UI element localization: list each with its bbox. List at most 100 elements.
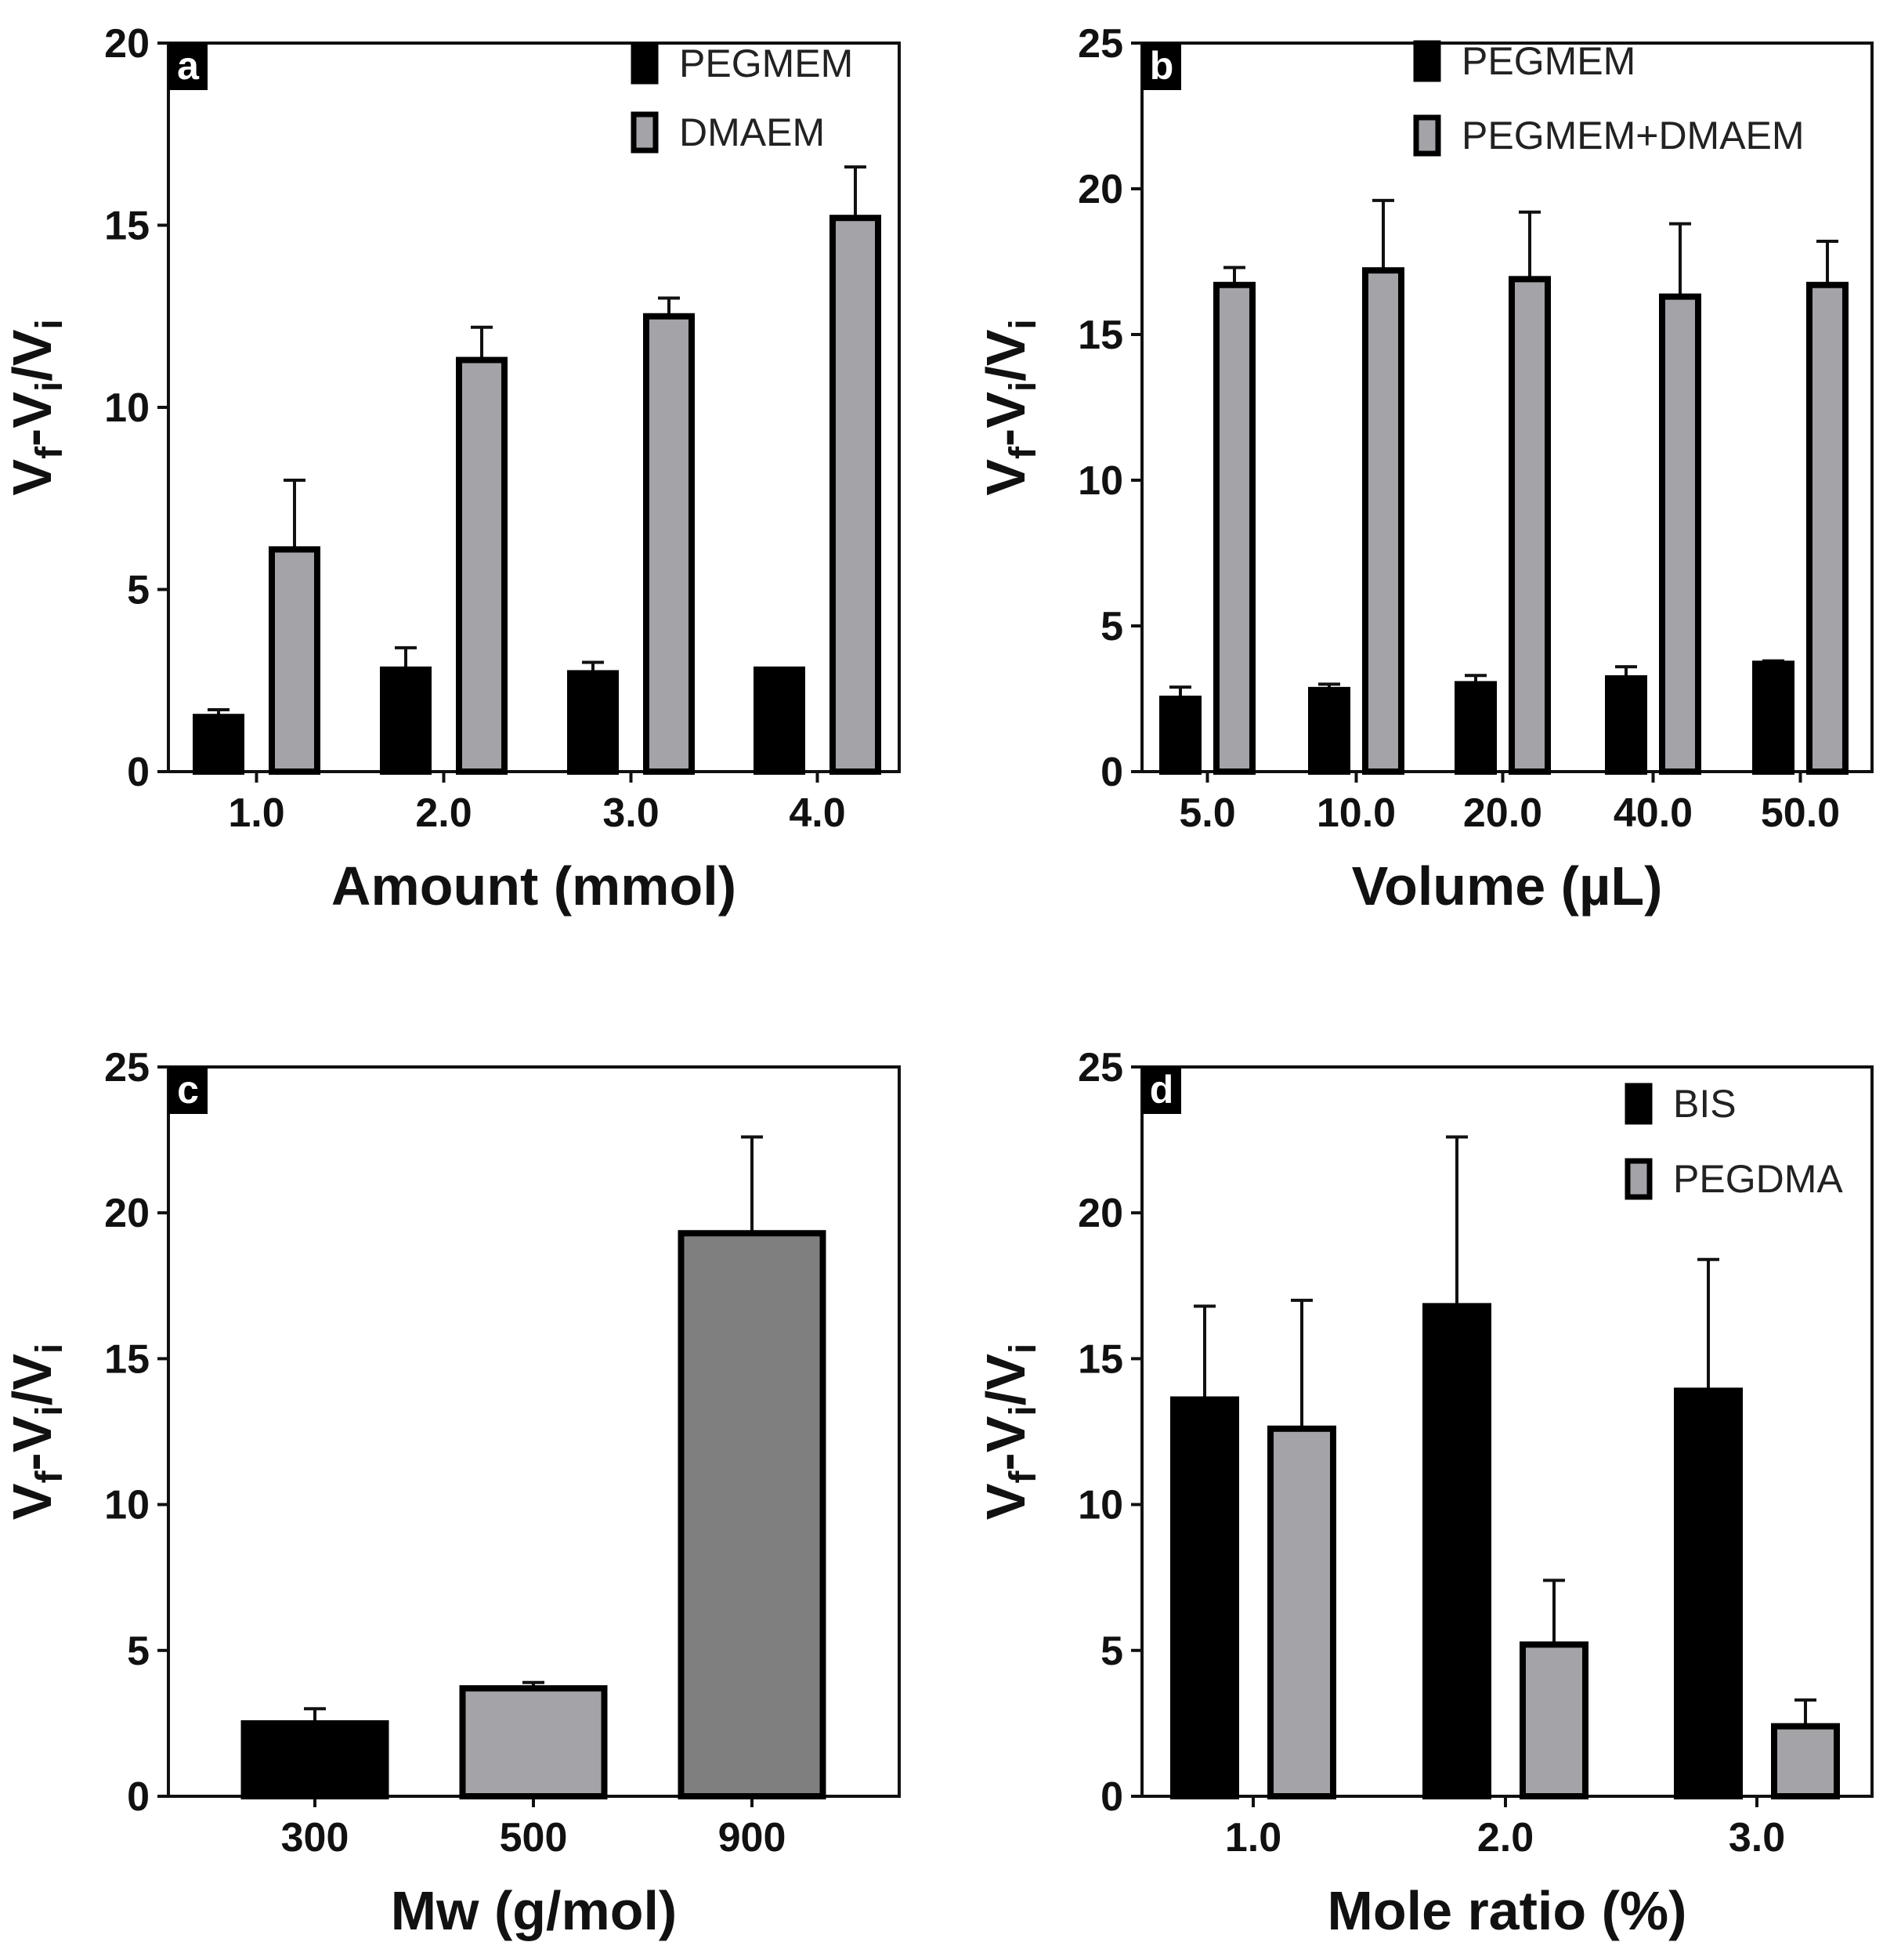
panel-b: 0 5 10 15 20 25 5.0 10.0 20.0 40.0 50.0 Volume (µL)… xyxy=(975,21,1874,917)
y-axis-title-part: /V xyxy=(2,329,63,381)
bar-value-500 xyxy=(459,1685,608,1799)
y-axis-title: Vf-Vi/Vi xyxy=(2,1343,70,1521)
legend-label: BIS xyxy=(1673,1082,1737,1126)
y-tick-label: 0 xyxy=(127,750,150,795)
y-tick-label: 20 xyxy=(104,21,150,67)
panel-letter: b xyxy=(1150,44,1174,88)
y-axis-title-subscript: f xyxy=(1003,446,1044,459)
y-tick-label: 20 xyxy=(1078,1191,1123,1236)
legend: PEGMEM DMAEM xyxy=(631,42,853,154)
bar-dmaem-3-0 xyxy=(643,313,695,775)
bar-bis-2-0 xyxy=(1422,1303,1491,1800)
y-axis-title-part: V xyxy=(975,459,1036,496)
y-axis-title-subscript: i xyxy=(1003,1343,1044,1354)
x-axis-title: Mole ratio (%) xyxy=(1328,1880,1687,1941)
panel-letter-box: c xyxy=(168,1067,208,1114)
x-tick-label: 3.0 xyxy=(602,790,659,836)
y-axis-title-subscript: i xyxy=(29,1405,70,1416)
y-axis-title-part: V xyxy=(975,1483,1036,1520)
y-tick-label: 20 xyxy=(104,1191,150,1236)
x-axis-title: Amount (mmol) xyxy=(331,855,736,917)
bar-pegmem-dmaem-5-0 xyxy=(1213,281,1256,775)
y-axis-title-subscript: i xyxy=(1003,382,1044,392)
x-tick-label: 10.0 xyxy=(1317,790,1396,836)
bar-bis-1-0 xyxy=(1170,1396,1239,1799)
x-tick-label: 3.0 xyxy=(1729,1815,1785,1861)
legend-swatch xyxy=(1625,1083,1653,1125)
y-axis-title-subscript: i xyxy=(1003,1405,1044,1416)
bar-pegmem-20-0 xyxy=(1455,681,1497,776)
x-axis-title: Volume (µL) xyxy=(1352,855,1663,917)
panel-letter-background xyxy=(1142,1067,1181,1114)
legend-label: PEGMEM xyxy=(679,42,853,85)
y-axis-title-subscript: i xyxy=(29,382,70,392)
y-tick-label: 0 xyxy=(127,1774,150,1820)
y-tick-label: 15 xyxy=(1078,313,1123,358)
y-axis-title: Vf-Vi/Vi xyxy=(2,319,70,496)
y-tick-label: 5 xyxy=(1101,604,1123,649)
y-axis-title-part: -V xyxy=(2,392,63,447)
y-axis-title-subscript: i xyxy=(29,319,70,329)
y-tick-label: 20 xyxy=(1078,167,1123,212)
bar-value-300 xyxy=(240,1720,389,1799)
bar-dmaem-4-0 xyxy=(829,215,881,775)
panel-letter-background xyxy=(168,43,208,90)
y-tick-label: 0 xyxy=(1101,750,1123,795)
x-tick-label: 900 xyxy=(718,1815,786,1861)
x-tick-label: 50.0 xyxy=(1761,790,1840,836)
y-tick-label: 10 xyxy=(104,385,150,431)
bar-pegmem-10-0 xyxy=(1308,686,1350,776)
y-axis-title-part: V xyxy=(2,459,63,496)
y-axis-title-part: V xyxy=(2,1483,63,1520)
y-axis-title-subscript: i xyxy=(1003,319,1044,329)
y-axis-title-subscript: f xyxy=(1003,1470,1044,1484)
bar-pegmem-5-0 xyxy=(1159,696,1202,775)
x-tick-label: 5.0 xyxy=(1179,790,1235,836)
bar-pegmem-dmaem-10-0 xyxy=(1362,267,1404,776)
y-tick-label: 15 xyxy=(104,1336,150,1382)
legend-swatch xyxy=(1413,40,1441,82)
y-tick-label: 10 xyxy=(104,1483,150,1528)
bar-pegmem-50-0 xyxy=(1752,660,1794,775)
panel-letter-box: b xyxy=(1142,43,1181,90)
bar-pegmem-dmaem-20-0 xyxy=(1509,276,1551,775)
bar-dmaem-2-0 xyxy=(456,356,508,775)
bar-pegmem-2-0 xyxy=(380,666,432,775)
x-tick-label: 500 xyxy=(500,1815,568,1861)
y-tick-label: 5 xyxy=(127,1629,150,1674)
panel-letter: d xyxy=(1150,1068,1174,1112)
bar-pegmem-dmaem-50-0 xyxy=(1806,281,1849,775)
y-axis-title: Vf-Vi/Vi xyxy=(975,319,1044,496)
y-tick-label: 0 xyxy=(1101,1774,1123,1820)
legend-swatch xyxy=(1413,114,1441,157)
y-tick-label: 15 xyxy=(104,204,150,249)
x-tick-label: 2.0 xyxy=(415,790,472,836)
x-tick-label: 1.0 xyxy=(1225,1815,1281,1861)
bar-pegdma-3-0 xyxy=(1771,1723,1840,1800)
bar-dmaem-1-0 xyxy=(269,546,320,775)
bar-value-900 xyxy=(678,1230,826,1799)
bar-pegmem-3-0 xyxy=(567,670,619,776)
bar-pegdma-1-0 xyxy=(1267,1425,1336,1799)
panel-letter: c xyxy=(177,1068,199,1112)
x-tick-label: 2.0 xyxy=(1477,1815,1534,1861)
legend-swatch xyxy=(631,42,659,85)
y-axis-title-part: /V xyxy=(975,329,1036,381)
x-tick-label: 40.0 xyxy=(1614,790,1693,836)
panel-letter-box: a xyxy=(168,43,208,90)
y-axis-title-subscript: i xyxy=(29,1343,70,1354)
bar-bis-3-0 xyxy=(1674,1387,1743,1799)
y-tick-label: 25 xyxy=(1078,21,1123,67)
x-axis-title: Mw (g/mol) xyxy=(391,1880,677,1941)
y-axis-title: Vf-Vi/Vi xyxy=(975,1343,1044,1521)
x-tick-label: 300 xyxy=(281,1815,349,1861)
panel-letter: a xyxy=(177,44,200,88)
bar-pegmem-4-0 xyxy=(754,666,805,775)
plot-frame xyxy=(1140,42,1874,773)
panel-letter-background xyxy=(168,1067,208,1114)
y-axis-title-part: -V xyxy=(2,1416,63,1470)
y-axis-title-part: -V xyxy=(975,1416,1036,1470)
